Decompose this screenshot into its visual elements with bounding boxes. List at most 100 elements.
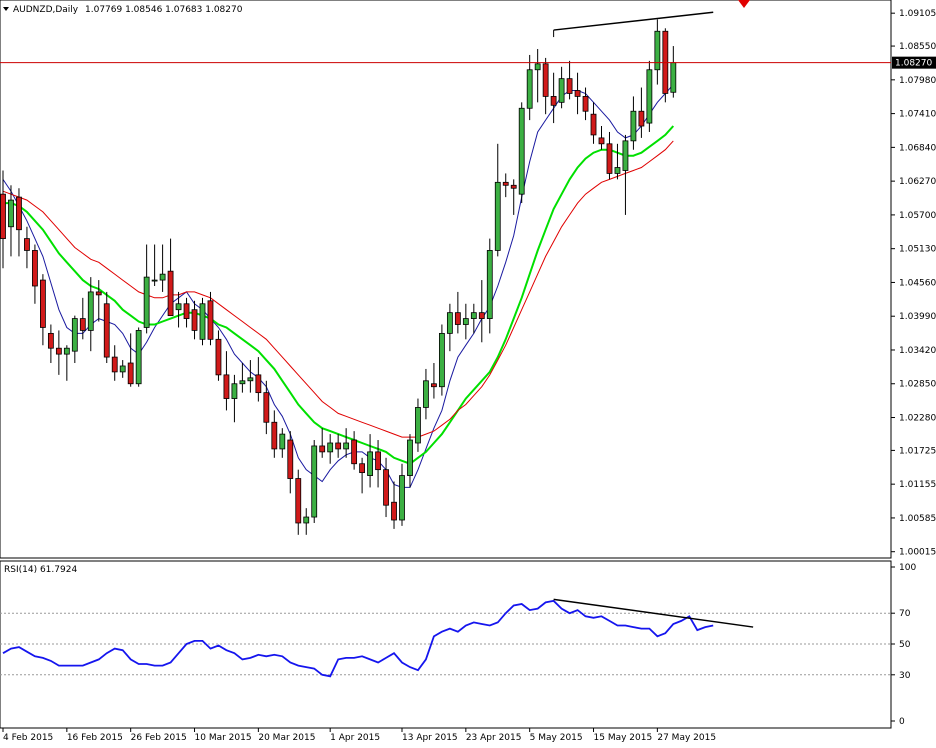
candle <box>534 49 541 103</box>
rsi-indicator-label: RSI(14) 61.7924 <box>4 565 77 575</box>
candle <box>63 345 70 381</box>
candle <box>119 360 126 378</box>
candle <box>327 434 334 464</box>
candle <box>151 244 158 286</box>
ohlc-label: 1.07769 1.08546 1.07683 1.08270 <box>85 5 243 15</box>
candle <box>103 291 110 364</box>
candle-body <box>247 377 254 382</box>
candle-body <box>431 383 437 388</box>
candle-body <box>526 69 533 109</box>
candle <box>263 380 270 435</box>
candle <box>111 345 118 381</box>
candle <box>359 457 366 494</box>
candle <box>558 66 565 109</box>
candle <box>135 327 142 387</box>
candle-body <box>335 442 342 450</box>
candle <box>0 170 6 269</box>
candle <box>295 469 302 535</box>
candle <box>311 440 318 523</box>
candle <box>215 330 222 381</box>
price-tick-label: 1.04560 <box>899 278 936 288</box>
candle-body <box>183 303 190 319</box>
candle <box>95 280 102 322</box>
candle-body <box>606 143 613 174</box>
candle <box>598 126 605 150</box>
candle <box>550 72 557 124</box>
rsi-tick-label: 100 <box>899 563 916 573</box>
candle <box>415 398 421 452</box>
candle-body <box>127 362 134 385</box>
candle <box>375 440 381 488</box>
candle-body <box>167 270 174 317</box>
candle <box>271 410 278 458</box>
candle-body <box>438 332 445 388</box>
price-tick-label: 1.03990 <box>899 312 936 322</box>
candle <box>438 324 445 396</box>
candle <box>207 291 214 346</box>
candle <box>71 315 78 364</box>
candle <box>542 57 549 115</box>
price-tick-label: 1.01155 <box>899 480 936 490</box>
current-price-tag <box>892 56 936 69</box>
candle-body <box>486 250 493 319</box>
candle <box>462 303 469 340</box>
candle-body <box>494 181 501 251</box>
candle <box>47 324 54 364</box>
candle <box>191 300 198 340</box>
candle <box>590 102 597 144</box>
candle <box>183 297 190 328</box>
candle-body <box>590 113 597 136</box>
candle <box>143 244 150 334</box>
candle-body <box>454 312 461 325</box>
candle-body <box>87 291 94 331</box>
candle-body <box>199 303 206 340</box>
candle-body <box>8 199 14 228</box>
candle-body <box>255 374 262 394</box>
time-tick-label: 13 Apr 2015 <box>402 733 458 743</box>
candle-body <box>223 374 230 399</box>
candle <box>478 280 485 343</box>
candle <box>55 330 62 375</box>
price-axis: 1.09105 1.08550 1.07980 1.07410 1.06840 1.062… <box>891 9 936 558</box>
candle-body <box>343 442 350 450</box>
candle <box>526 54 533 121</box>
price-tick-label: 1.07410 <box>899 110 936 120</box>
candle <box>654 19 661 85</box>
candle <box>175 291 182 328</box>
candle-body <box>24 238 30 251</box>
candle <box>335 434 342 458</box>
candle <box>630 96 637 150</box>
candle <box>303 508 310 535</box>
candle <box>319 428 326 458</box>
candle <box>351 431 358 470</box>
candle <box>646 60 653 132</box>
candle <box>255 357 262 402</box>
arrow-marker-icon <box>738 0 750 8</box>
candle <box>16 188 22 257</box>
ma-21-line <box>2 140 674 438</box>
candle <box>454 291 461 334</box>
candle <box>40 274 46 346</box>
price-tick-label: 1.08550 <box>899 42 936 52</box>
rsi-tick-label: 50 <box>899 640 911 650</box>
candle-body <box>478 312 485 319</box>
candle-body <box>598 137 605 145</box>
candle-body <box>654 30 661 71</box>
rsi-tick-label: 30 <box>899 671 911 681</box>
main-chart-frame <box>0 0 892 559</box>
dropdown-triangle-icon[interactable] <box>3 7 9 11</box>
candle <box>367 434 373 488</box>
candle <box>79 297 86 340</box>
candle <box>223 351 230 411</box>
time-tick-label: 4 Feb 2015 <box>3 733 53 743</box>
candle <box>32 244 38 304</box>
candle <box>167 238 174 317</box>
candle-body <box>327 442 334 453</box>
price-tick-label: 1.02280 <box>899 414 936 424</box>
candle <box>231 374 238 423</box>
candle-body <box>207 300 214 340</box>
price-tick-label: 1.00585 <box>899 514 936 524</box>
candle-body <box>215 338 222 376</box>
